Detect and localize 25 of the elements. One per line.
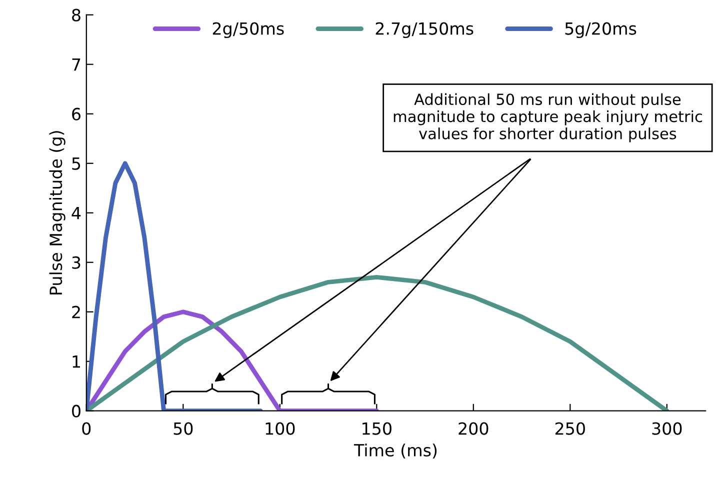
- line-series: [86, 274, 670, 411]
- y-tick-label: 0: [72, 404, 80, 418]
- line-series: [86, 161, 263, 411]
- legend-label: 2g/50ms: [212, 22, 284, 38]
- line-series: [86, 310, 379, 411]
- x-tick-label: 200: [458, 422, 488, 435]
- y-tick-label: 2: [72, 306, 80, 318]
- y-tick-label: 3: [72, 256, 80, 269]
- y-tick-label: 1: [72, 356, 80, 368]
- y-tick-label: 8: [72, 8, 80, 22]
- legend-label: 2.7g/150ms: [376, 22, 474, 38]
- y-tick-label: 7: [72, 58, 80, 71]
- x-tick-label: 50: [174, 422, 193, 435]
- annotation: Additional 50 ms run without pulse magnitude to capture peak injury metric values for shorter duration pulses: [394, 93, 702, 142]
- x-tick-label: 100: [266, 422, 295, 435]
- x-tick-label: 250: [555, 422, 585, 435]
- x-tick-label: 0: [82, 422, 91, 435]
- x-tick-label: 300: [652, 422, 682, 435]
- y-tick-label: 6: [72, 108, 80, 120]
- x-axis-title: Time (ms): [354, 444, 437, 459]
- y-axis-title: Pulse Magnitude (g): [49, 131, 66, 294]
- legend-label: 5g/20ms: [565, 22, 636, 38]
- y-tick-label: 4: [72, 207, 81, 220]
- y-tick-label: 5: [72, 158, 80, 170]
- x-tick-label: 150: [362, 422, 392, 435]
